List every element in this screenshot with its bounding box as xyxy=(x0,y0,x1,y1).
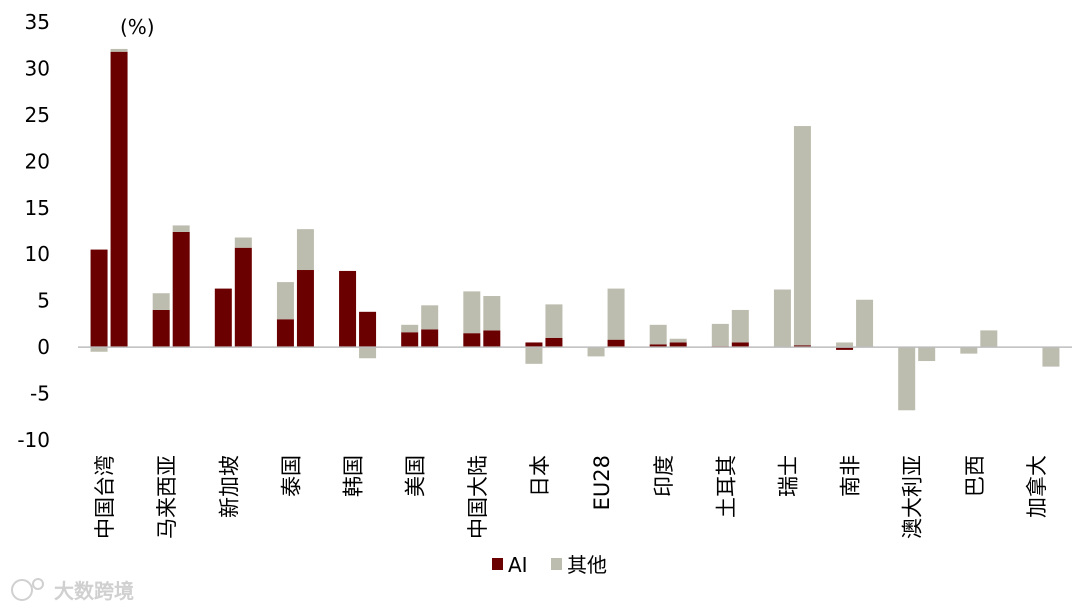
y-tick-label: -5 xyxy=(30,382,50,406)
y-tick-label: 20 xyxy=(25,149,50,173)
watermark: 大数跨境 xyxy=(11,578,134,603)
bar-other xyxy=(463,291,481,334)
watermark-text: 大数跨境 xyxy=(54,579,134,603)
bar-other xyxy=(359,347,377,359)
watermark-logo-dot-icon xyxy=(32,578,44,590)
bar-other xyxy=(793,126,811,346)
bar-other xyxy=(110,48,128,52)
bar-ai xyxy=(836,347,854,350)
bars xyxy=(90,48,1060,411)
bar-ai xyxy=(463,333,481,348)
y-tick-label: 5 xyxy=(37,289,50,313)
bar-other xyxy=(421,305,439,330)
x-category-label: 瑞士 xyxy=(776,455,800,497)
bar-other xyxy=(401,324,419,333)
x-category-label: 南非 xyxy=(839,455,863,497)
bar-other xyxy=(152,293,170,310)
bar-ai xyxy=(234,247,252,348)
bar-ai xyxy=(90,249,108,348)
bar-ai xyxy=(525,342,543,348)
y-tick-label: 0 xyxy=(37,335,50,359)
y-tick-label: 15 xyxy=(25,196,50,220)
bar-other xyxy=(731,309,749,343)
bar-other xyxy=(836,342,854,348)
y-axis: -10 -5 0 5 10 15 20 25 30 35 xyxy=(17,10,50,452)
bar-other xyxy=(649,324,667,345)
bar-other xyxy=(276,282,294,320)
bar-other xyxy=(172,225,190,232)
bar-other xyxy=(525,347,543,364)
bar-ai xyxy=(649,344,667,348)
y-tick-label: -10 xyxy=(17,428,50,452)
bar-ai xyxy=(793,345,811,348)
legend-label-other: 其他 xyxy=(567,553,607,577)
x-category-label: 土耳其 xyxy=(714,455,738,518)
x-category-label: 新加坡 xyxy=(217,455,241,518)
x-category-label: 马来西亚 xyxy=(155,455,179,539)
bar-ai xyxy=(421,329,439,348)
bar-ai xyxy=(276,319,294,348)
bar-other xyxy=(711,323,729,347)
y-tick-label: 10 xyxy=(25,242,50,266)
bar-other xyxy=(669,338,687,343)
bar-ai xyxy=(339,270,357,348)
bar-other xyxy=(296,229,314,271)
bar-other xyxy=(773,289,791,348)
y-tick-label: 25 xyxy=(25,103,50,127)
x-category-label: 澳大利亚 xyxy=(901,455,925,539)
bar-other xyxy=(545,304,563,338)
x-category-label: 泰国 xyxy=(279,455,303,497)
bar-other xyxy=(607,288,625,340)
y-tick-label: 35 xyxy=(25,10,50,34)
bar-ai xyxy=(483,330,501,348)
legend-swatch-ai xyxy=(492,558,503,570)
bar-other xyxy=(90,347,108,352)
bar-ai xyxy=(296,270,314,348)
bar-other xyxy=(960,347,978,354)
x-category-label: 日本 xyxy=(528,455,552,497)
y-tick-label: 30 xyxy=(25,56,50,80)
x-category-label: EU28 xyxy=(590,455,614,510)
bar-other xyxy=(898,347,916,411)
bar-ai xyxy=(545,337,563,348)
bar-other xyxy=(483,296,501,331)
unit-label: (%) xyxy=(120,15,155,39)
bar-ai xyxy=(607,339,625,348)
bar-ai xyxy=(110,51,128,348)
x-category-label: 中国台湾 xyxy=(93,455,117,539)
bar-ai xyxy=(669,342,687,348)
bar-ai xyxy=(731,342,749,348)
bar-ai xyxy=(152,309,170,348)
x-category-label: 美国 xyxy=(404,455,428,497)
x-category-label: 巴西 xyxy=(963,455,987,497)
bar-other xyxy=(1042,347,1060,367)
x-category-label: 中国大陆 xyxy=(466,455,490,539)
x-category-label: 加拿大 xyxy=(1025,455,1049,518)
bar-ai xyxy=(172,231,190,348)
bar-other xyxy=(918,347,936,362)
bar-other xyxy=(856,299,874,348)
legend-label-ai: AI xyxy=(508,553,528,577)
bar-ai xyxy=(214,288,232,348)
bar-other xyxy=(234,237,252,248)
legend: AI 其他 xyxy=(492,553,607,577)
legend-swatch-other xyxy=(551,558,562,570)
x-axis-labels: 中国台湾 马来西亚 新加坡 泰国 韩国 美国 中国大陆 日本 EU28 印度 土耳其 瑞士 南非 澳大利亚… xyxy=(93,455,1049,539)
bar-other xyxy=(980,330,998,348)
bar-ai xyxy=(359,311,377,348)
x-category-label: 韩国 xyxy=(342,455,366,497)
watermark-logo-icon xyxy=(11,579,33,601)
bar-other xyxy=(587,347,605,357)
bar-ai xyxy=(401,332,419,348)
x-category-label: 印度 xyxy=(652,455,676,497)
